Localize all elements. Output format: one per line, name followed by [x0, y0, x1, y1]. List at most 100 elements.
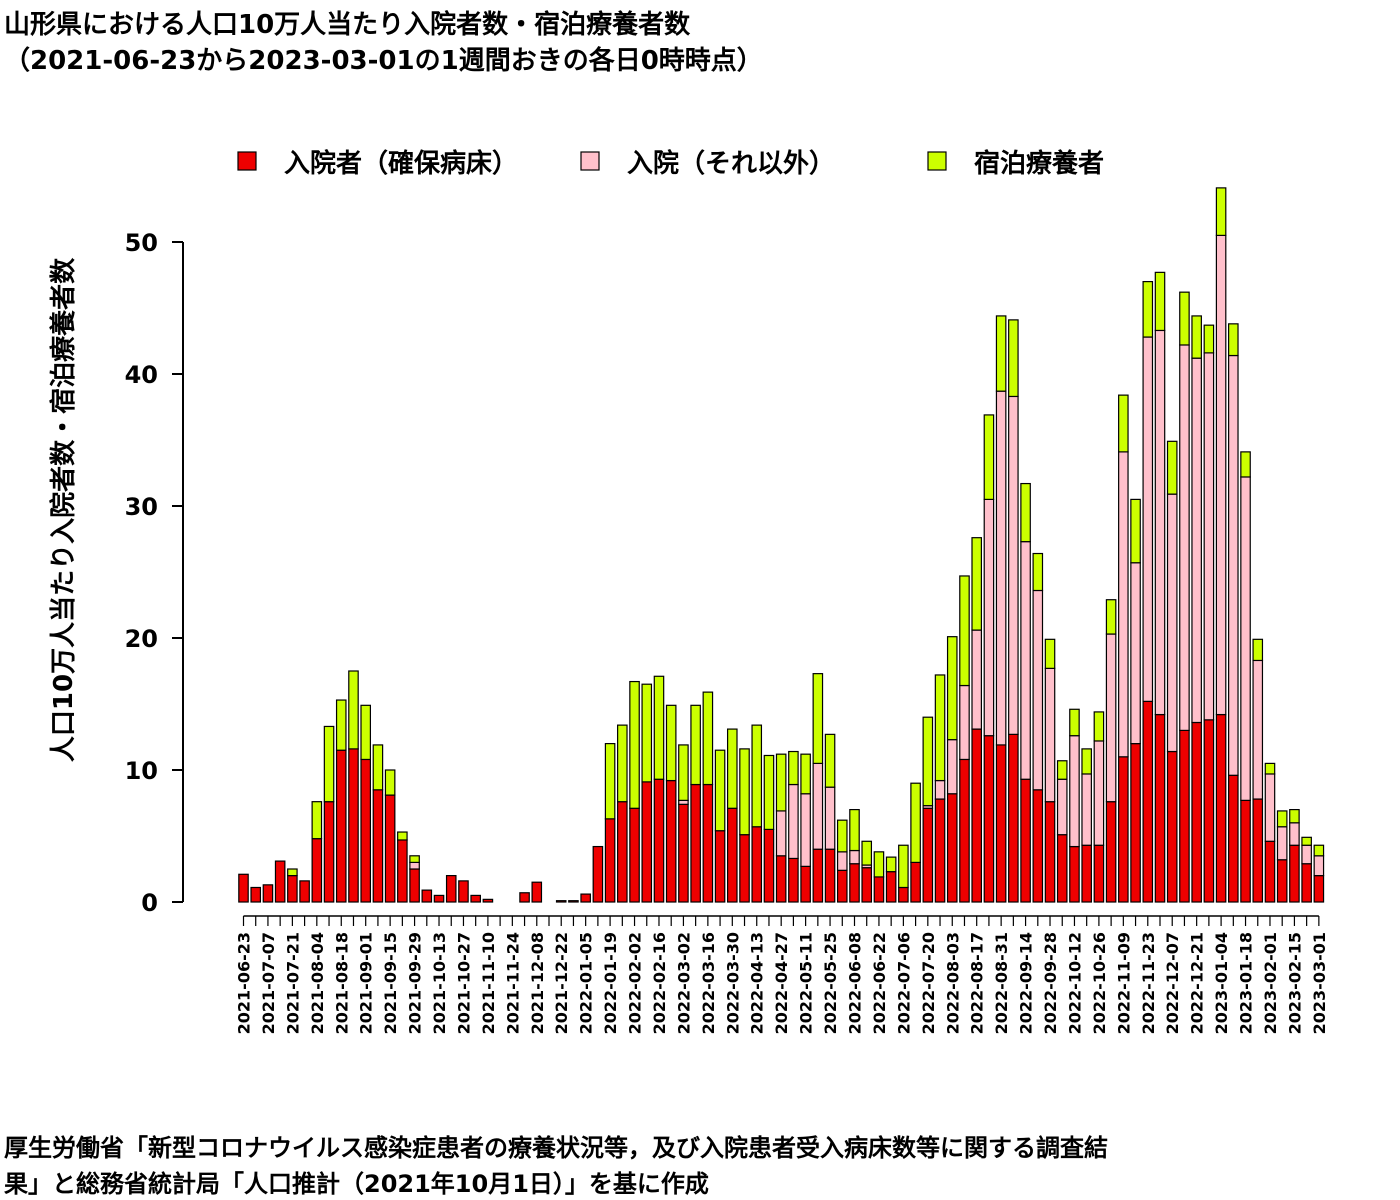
x-tick-label: 2021-07-07 [259, 932, 278, 1034]
bar-segment-hotel [714, 749, 726, 832]
bar-stack [299, 880, 310, 903]
bar-segment-hospital-other [1118, 451, 1129, 758]
bar-segment-hospital-secured [458, 880, 469, 903]
x-tick-label: 2022-11-23 [1139, 932, 1158, 1034]
y-tick-label: 20 [125, 625, 158, 653]
bar-segment-hospital-secured [1179, 729, 1190, 903]
bar-segment-hotel [335, 699, 347, 751]
bar-segment-hotel [922, 716, 934, 807]
bar-stack [641, 683, 653, 903]
bar-segment-hotel [348, 670, 359, 750]
x-tick-label: 2022-04-13 [748, 932, 767, 1034]
bar-segment-hospital-other [788, 783, 799, 860]
bar-stack [1191, 315, 1202, 903]
bar-segment-hotel [1130, 498, 1141, 564]
bar-segment-hotel [946, 636, 958, 741]
x-tick-label: 2022-07-06 [894, 932, 913, 1034]
bar-stack [678, 744, 689, 903]
bar-segment-hospital-secured [1020, 778, 1031, 903]
bar-segment-hotel [1020, 482, 1031, 543]
bar-segment-hospital-secured [1093, 844, 1105, 903]
bar-stack [1166, 440, 1178, 903]
bar-segment-hospital-other [1044, 667, 1056, 803]
bar-stack [898, 844, 909, 903]
bar-segment-hospital-other [1215, 234, 1227, 716]
x-tick-label: 2022-05-25 [821, 932, 840, 1034]
bar-segment-hospital-secured [397, 839, 408, 903]
bar-stack [531, 881, 543, 903]
bar-segment-hospital-secured [934, 798, 946, 903]
bar-segment-hospital-secured [653, 778, 665, 903]
bar-segment-hospital-secured [739, 834, 750, 903]
bar-segment-hotel [1228, 323, 1239, 357]
bar-segment-hospital-secured [849, 863, 860, 903]
bar-segment-hospital-secured [250, 886, 262, 903]
x-tick-label: 2022-08-31 [992, 932, 1011, 1034]
bar-stack [1313, 844, 1325, 903]
bar-segment-hospital-secured [433, 894, 445, 903]
bar-segment-hospital-secured [763, 828, 775, 903]
bar-stack [568, 900, 579, 903]
x-tick-label: 2022-01-19 [601, 932, 620, 1034]
bar-segment-hospital-secured [714, 830, 726, 903]
bar-segment-hotel [1264, 762, 1276, 775]
x-tick-label: 2021-11-10 [479, 932, 498, 1034]
chart-subtitle: （2021-06-23から2023-03-01の1週間おきの各日0時時点） [4, 46, 763, 76]
bar-stack [1093, 711, 1105, 903]
bar-stack [1203, 324, 1215, 903]
y-tick-label: 40 [125, 361, 158, 389]
bar-segment-hospital-other [1056, 778, 1068, 836]
x-tick-label: 2023-03-01 [1310, 932, 1329, 1034]
bar-segment-hotel [836, 819, 848, 853]
bar-segment-hospital-other [959, 684, 970, 761]
x-tick-label: 2022-12-21 [1188, 932, 1207, 1034]
x-tick-label: 2021-11-24 [503, 932, 522, 1034]
legend-swatch [927, 151, 947, 171]
bar-segment-hospital-secured [617, 801, 628, 903]
x-tick-label: 2021-07-21 [283, 932, 302, 1034]
bar-segment-hospital-secured [1252, 798, 1264, 903]
bar-segment-hospital-secured [1240, 799, 1251, 903]
bar-segment-hotel [751, 724, 763, 828]
bar-segment-hospital-secured [995, 744, 1007, 903]
bar-segment-hospital-secured [1228, 774, 1239, 903]
bar-segment-hospital-secured [1008, 733, 1019, 903]
bar-stack [1032, 552, 1044, 903]
source-note-continued: 果」と総務省統計局「人口推計（2021年10月1日）」を基に作成 [4, 1170, 709, 1198]
bar-segment-hotel [934, 674, 946, 782]
bar-segment-hotel [861, 840, 873, 866]
bar-segment-hotel [1240, 451, 1251, 478]
legend-label: 宿泊療養者 [974, 148, 1104, 179]
legend-swatch [237, 151, 257, 171]
bar-stack [470, 894, 481, 903]
bar-stack [983, 414, 995, 903]
bar-segment-hotel [1179, 291, 1190, 346]
bar-segment-hospital-secured [1191, 721, 1202, 903]
bar-stack [922, 716, 934, 903]
bar-segment-hotel [812, 673, 824, 765]
bar-stack [433, 894, 445, 903]
bar-segment-hotel [1301, 836, 1312, 846]
bar-segment-hospital-other [1105, 633, 1117, 803]
bar-stack [519, 892, 530, 903]
bar-stack [1056, 760, 1068, 903]
x-tick-label: 2021-08-04 [308, 932, 327, 1034]
bar-stack [1301, 836, 1312, 903]
bar-stack [934, 674, 946, 903]
bar-segment-hospital-secured [1289, 844, 1300, 903]
bar-segment-hospital-secured [1130, 742, 1141, 903]
bar-segment-hospital-secured [1203, 719, 1215, 903]
bar-segment-hospital-secured [1032, 789, 1044, 903]
bar-segment-hotel [1215, 187, 1227, 237]
bar-segment-hospital-other [1313, 855, 1325, 877]
bar-segment-hotel [1142, 281, 1154, 338]
bar-stack [1276, 810, 1288, 903]
bar-segment-hotel [775, 753, 787, 812]
bar-segment-hospital-secured [824, 848, 836, 903]
x-tick-label: 2022-11-09 [1114, 932, 1133, 1034]
bar-segment-hospital-secured [873, 876, 885, 903]
y-axis: 0 10 20 30 40 50 [125, 229, 184, 917]
bar-segment-hospital-secured [971, 728, 982, 903]
bar-segment-hotel [800, 753, 811, 795]
